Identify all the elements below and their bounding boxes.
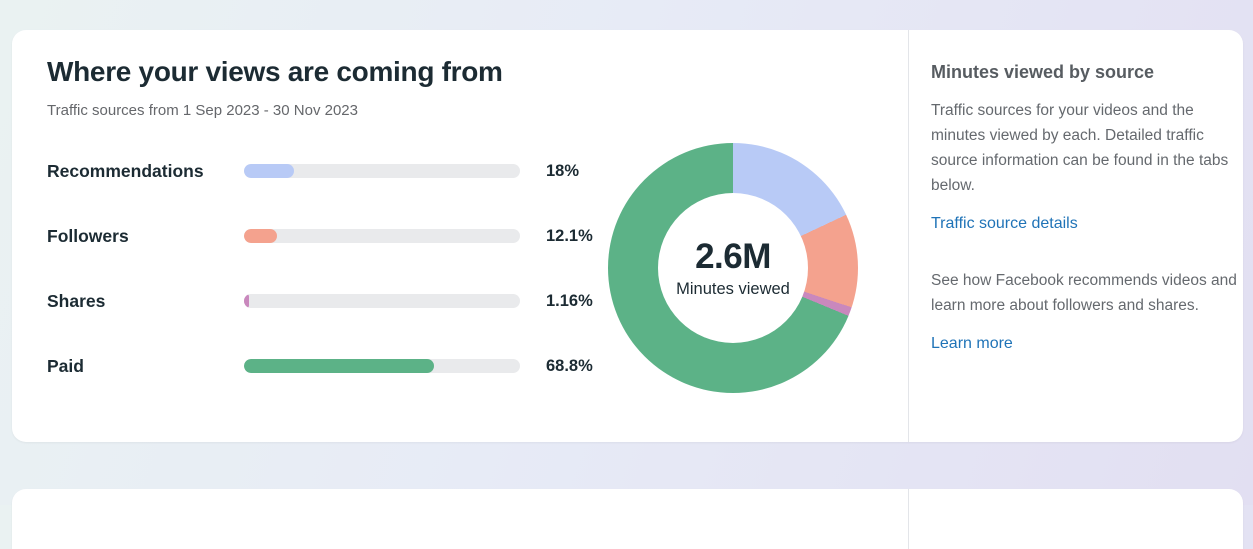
next-section-card xyxy=(12,489,1243,549)
source-label: Followers xyxy=(47,225,129,246)
vertical-divider-bottom xyxy=(908,489,909,549)
source-label: Paid xyxy=(47,355,84,376)
vertical-divider xyxy=(908,30,909,442)
side-panel-heading: Minutes viewed by source xyxy=(931,62,1155,82)
donut-total-value: 2.6M xyxy=(695,237,771,276)
side-panel-description: Traffic sources for your videos and the … xyxy=(931,102,1229,194)
minutes-by-source-panel: Minutes viewed by source Traffic sources… xyxy=(931,60,1239,354)
source-label: Shares xyxy=(47,290,106,311)
source-bar-track xyxy=(244,229,520,243)
views-source-card: Where your views are coming from Traffic… xyxy=(12,30,1243,442)
source-percentage: 1.16% xyxy=(546,291,593,310)
minutes-viewed-donut-chart: 2.6M Minutes viewed xyxy=(608,143,858,393)
source-percentage: 18% xyxy=(546,161,580,180)
traffic-source-row-paid: Paid 68.8% xyxy=(47,353,607,379)
source-bar-fill xyxy=(244,164,294,178)
donut-center-label: Minutes viewed xyxy=(676,280,790,298)
date-range-subtitle: Traffic sources from 1 Sep 2023 - 30 Nov… xyxy=(47,102,358,119)
source-bar-track xyxy=(244,359,520,373)
learn-more-link[interactable]: Learn more xyxy=(931,335,1013,352)
source-percentage: 12.1% xyxy=(546,226,593,245)
source-bar-fill xyxy=(244,294,249,308)
donut-center: 2.6M Minutes viewed xyxy=(658,193,808,343)
traffic-source-details-link[interactable]: Traffic source details xyxy=(931,215,1078,232)
source-bar-track xyxy=(244,294,520,308)
page-title: Where your views are coming from xyxy=(47,56,503,87)
source-bar-fill xyxy=(244,229,278,243)
side-panel-description-2: See how Facebook recommends videos and l… xyxy=(931,272,1237,314)
traffic-source-row-shares: Shares 1.16% xyxy=(47,288,607,314)
source-percentage: 68.8% xyxy=(546,356,593,375)
traffic-source-row-recommendations: Recommendations 18% xyxy=(47,158,607,184)
source-bar-fill xyxy=(244,359,434,373)
page-background: Where your views are coming from Traffic… xyxy=(12,30,1243,549)
source-bar-track xyxy=(244,164,520,178)
source-label: Recommendations xyxy=(47,160,204,181)
traffic-source-row-followers: Followers 12.1% xyxy=(47,223,607,249)
